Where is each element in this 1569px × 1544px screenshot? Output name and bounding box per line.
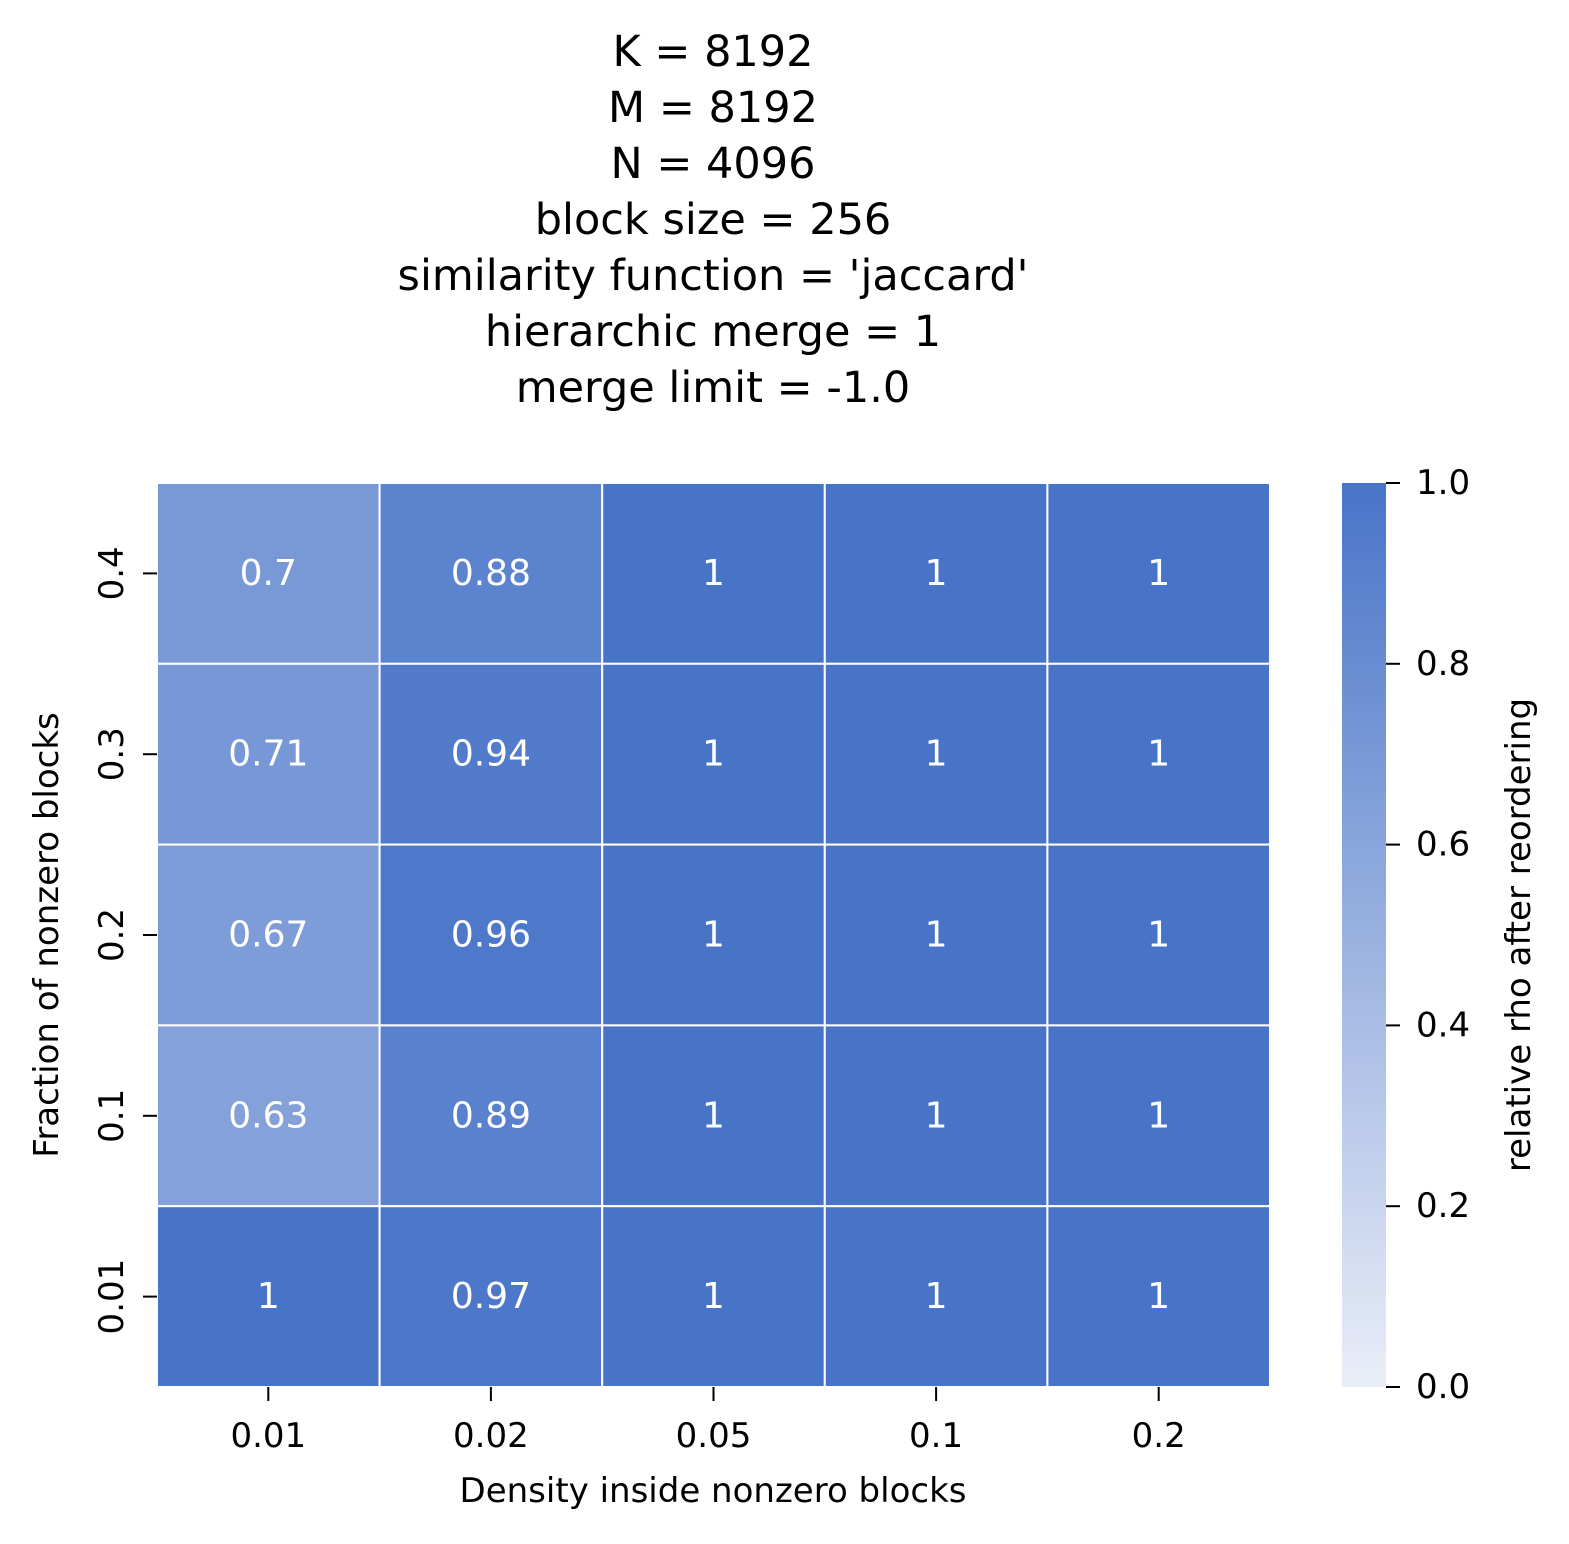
- colorbar-tick-label: 0.6: [1416, 825, 1470, 865]
- heatmap-cell: [156, 662, 381, 846]
- cell-value-label: 1: [1147, 1095, 1170, 1136]
- heatmap-cell: [823, 1205, 1049, 1388]
- y-axis: 0.4 0.3 0.2 0.1 0.01: [92, 546, 157, 1334]
- cell-value-label: 1: [1147, 1276, 1170, 1317]
- cell-value-label: 1: [702, 915, 725, 956]
- title-line-n: N = 4096: [610, 139, 816, 189]
- cell-value-label: 1: [925, 915, 948, 956]
- cell-value-label: 0.96: [451, 915, 531, 956]
- heatmap-cell: [1046, 662, 1272, 846]
- heatmap-cell: [1046, 843, 1272, 1027]
- heatmap-cell: [823, 482, 1049, 665]
- heatmap-cells: [156, 482, 1272, 1388]
- cell-value-label: 1: [257, 1276, 280, 1317]
- colorbar-tick-label: 0.0: [1416, 1367, 1470, 1407]
- chart-title: K = 8192 M = 8192 N = 4096 block size = …: [0, 24, 1426, 416]
- cell-value-label: 1: [925, 1095, 948, 1136]
- cell-value-label: 1: [702, 1276, 725, 1317]
- heatmap-cell: [601, 482, 826, 665]
- heatmap-cell: [378, 1205, 604, 1388]
- heatmap-cell: [1046, 482, 1272, 665]
- cell-value-label: 1: [1147, 734, 1170, 775]
- heatmap-cell: [823, 662, 1049, 846]
- y-tick-label: 0.2: [92, 908, 132, 962]
- y-tick-label: 0.01: [92, 1259, 132, 1335]
- cell-value-label: 1: [702, 1095, 725, 1136]
- y-tick-label: 0.4: [92, 546, 132, 600]
- x-tick-label: 0.1: [909, 1416, 963, 1456]
- colorbar-label: relative rho after reordering: [1499, 698, 1539, 1172]
- colorbar-gradient: [1342, 483, 1386, 1387]
- x-tick-label: 0.02: [453, 1416, 529, 1456]
- heatmap-cell: [156, 1205, 381, 1388]
- heatmap-cell: [601, 1205, 826, 1388]
- title-line-m: M = 8192: [608, 83, 818, 133]
- title-line-merge-limit: merge limit = -1.0: [515, 363, 911, 413]
- cell-value-label: 1: [925, 553, 948, 594]
- heatmap-cell: [156, 843, 381, 1027]
- x-tick-label: 0.2: [1132, 1416, 1186, 1456]
- cell-value-label: 0.71: [228, 734, 308, 775]
- cell-value-label: 0.88: [451, 553, 531, 594]
- title-line-block-size: block size = 256: [534, 195, 892, 245]
- cell-annotations: 0.7 0.88 1 1 1 0.71 0.94 1 1 1 0.67 0.96 1 1 1 0.63 0.89…: [228, 553, 1170, 1317]
- cell-value-label: 1: [1147, 915, 1170, 956]
- cell-value-label: 0.67: [228, 915, 308, 956]
- heatmap-cell: [378, 843, 604, 1027]
- y-tick-label: 0.1: [92, 1089, 132, 1143]
- x-tick-label: 0.05: [676, 1416, 752, 1456]
- cell-value-label: 1: [702, 553, 725, 594]
- heatmap-cell: [1046, 1205, 1272, 1388]
- cell-value-label: 0.63: [228, 1095, 308, 1136]
- title-line-similarity: similarity function = 'jaccard': [397, 251, 1029, 301]
- colorbar-tick-label: 0.4: [1416, 1005, 1470, 1045]
- colorbar: 0.0 0.2 0.4 0.6 0.8 1.0: [1342, 463, 1470, 1407]
- cell-value-label: 1: [925, 1276, 948, 1317]
- colorbar-tick-label: 0.2: [1416, 1186, 1470, 1226]
- cell-value-label: 0.7: [240, 553, 297, 594]
- heatmap-cell: [156, 482, 381, 665]
- cell-value-label: 0.97: [451, 1276, 531, 1317]
- heatmap-cell: [601, 1024, 826, 1208]
- title-line-hierarchic-merge: hierarchic merge = 1: [484, 307, 942, 357]
- heatmap-cell: [823, 1024, 1049, 1208]
- heatmap-cell: [378, 662, 604, 846]
- x-axis: 0.01 0.02 0.05 0.1 0.2: [230, 1387, 1186, 1456]
- colorbar-tick-label: 0.8: [1416, 644, 1470, 684]
- x-tick-label: 0.01: [230, 1416, 306, 1456]
- heatmap-cell: [601, 843, 826, 1027]
- y-axis-label: Fraction of nonzero blocks: [27, 712, 67, 1158]
- colorbar-tick-label: 1.0: [1416, 463, 1470, 503]
- y-tick-label: 0.3: [92, 727, 132, 781]
- cell-value-label: 0.89: [451, 1095, 531, 1136]
- cell-value-label: 0.94: [451, 734, 531, 775]
- cell-value-label: 1: [1147, 553, 1170, 594]
- cell-value-label: 1: [702, 734, 725, 775]
- cell-value-label: 1: [925, 734, 948, 775]
- x-axis-label: Density inside nonzero blocks: [460, 1471, 967, 1511]
- title-line-k: K = 8192: [612, 27, 814, 77]
- heatmap-cell: [823, 843, 1049, 1027]
